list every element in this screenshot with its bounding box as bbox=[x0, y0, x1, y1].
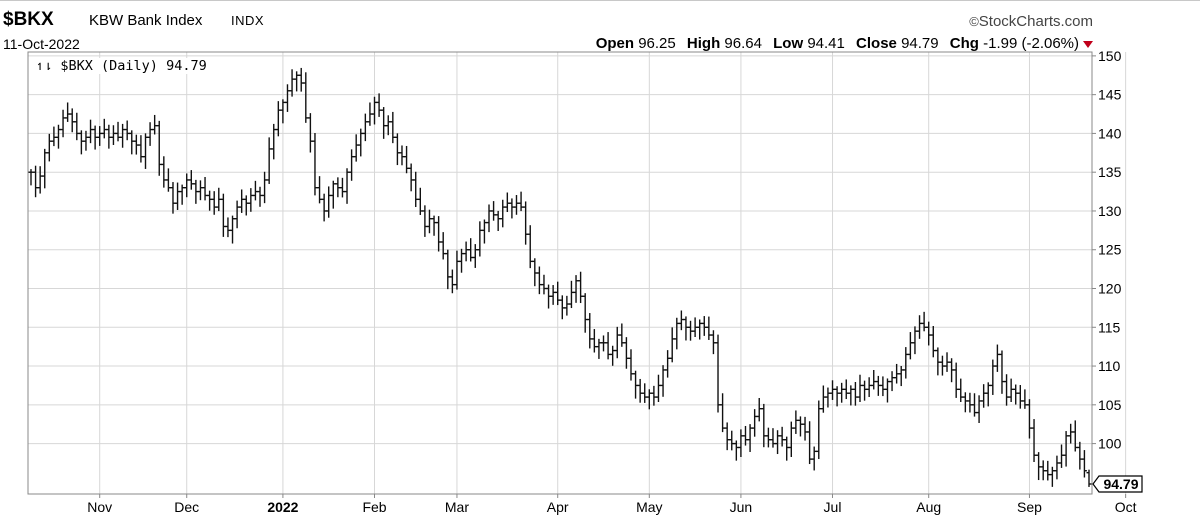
ohlc-bar[interactable] bbox=[1081, 450, 1087, 478]
y-tick-label: 125 bbox=[1098, 242, 1122, 258]
quote-date: 11-Oct-2022 bbox=[3, 36, 80, 52]
low-value: 94.41 bbox=[807, 35, 845, 52]
y-tick-label: 100 bbox=[1098, 436, 1122, 452]
x-tick-label: Sep bbox=[1017, 499, 1042, 515]
y-tick-label: 140 bbox=[1098, 125, 1122, 141]
series-legend: ↿⇂ $BKX (Daily) 94.79 bbox=[34, 58, 209, 74]
ticker-symbol: $BKX bbox=[3, 9, 54, 30]
last-value-flag bbox=[1092, 475, 1143, 493]
x-tick-label: Nov bbox=[87, 499, 112, 515]
ohlc-bar[interactable] bbox=[1086, 469, 1092, 487]
x-tick-label: Mar bbox=[445, 499, 469, 515]
index-name: KBW Bank Index bbox=[89, 12, 203, 29]
x-tick-label: Oct bbox=[1115, 499, 1137, 515]
last-value-label: 94.79 bbox=[1103, 476, 1138, 492]
x-tick-label: 2022 bbox=[267, 499, 298, 515]
change-value: -1.99 (-2.06%) bbox=[983, 35, 1079, 52]
open-label: Open bbox=[595, 35, 635, 52]
plot-frame bbox=[27, 51, 1093, 495]
low-label: Low bbox=[773, 35, 804, 52]
close-label: Close bbox=[856, 35, 897, 52]
down-arrow-icon bbox=[1083, 40, 1093, 48]
y-tick-label: 120 bbox=[1098, 281, 1122, 297]
y-tick-label: 145 bbox=[1098, 87, 1122, 103]
stockcharts-logo[interactable]: ©StockCharts.com bbox=[969, 13, 1093, 30]
x-tick-label: Jul bbox=[824, 499, 842, 515]
ohlc-summary: Open 96.25 High 96.64 Low 94.41 Close 94… bbox=[596, 35, 1093, 52]
plot-border bbox=[27, 51, 1093, 495]
x-tick-label: Apr bbox=[547, 499, 569, 515]
y-tick-label: 130 bbox=[1098, 203, 1122, 219]
close-value: 94.79 bbox=[901, 35, 939, 52]
y-tick-label: 135 bbox=[1098, 164, 1122, 180]
series-legend-text: $BKX (Daily) 94.79 bbox=[60, 58, 207, 74]
x-tick-label: Feb bbox=[362, 499, 386, 515]
bar-chart-icon: ↿⇂ bbox=[36, 58, 53, 74]
x-tick-label: Jun bbox=[730, 499, 753, 515]
x-tick-label: Aug bbox=[916, 499, 941, 515]
y-tick-label: 110 bbox=[1098, 358, 1121, 374]
brand-name: StockCharts.com bbox=[978, 13, 1093, 30]
high-label: High bbox=[686, 35, 721, 52]
y-tick-label: 115 bbox=[1098, 319, 1121, 335]
top-border bbox=[0, 0, 1200, 5]
y-tick-label: 150 bbox=[1098, 48, 1122, 64]
y-tick-label: 105 bbox=[1098, 397, 1122, 413]
x-tick-label: Dec bbox=[174, 499, 199, 515]
copyright-icon: © bbox=[969, 14, 979, 29]
high-value: 96.64 bbox=[724, 35, 762, 52]
exchange-label: INDX bbox=[231, 13, 265, 28]
change-label: Chg bbox=[949, 35, 979, 52]
x-tick-label: May bbox=[636, 499, 662, 515]
open-value: 96.25 bbox=[638, 35, 676, 52]
